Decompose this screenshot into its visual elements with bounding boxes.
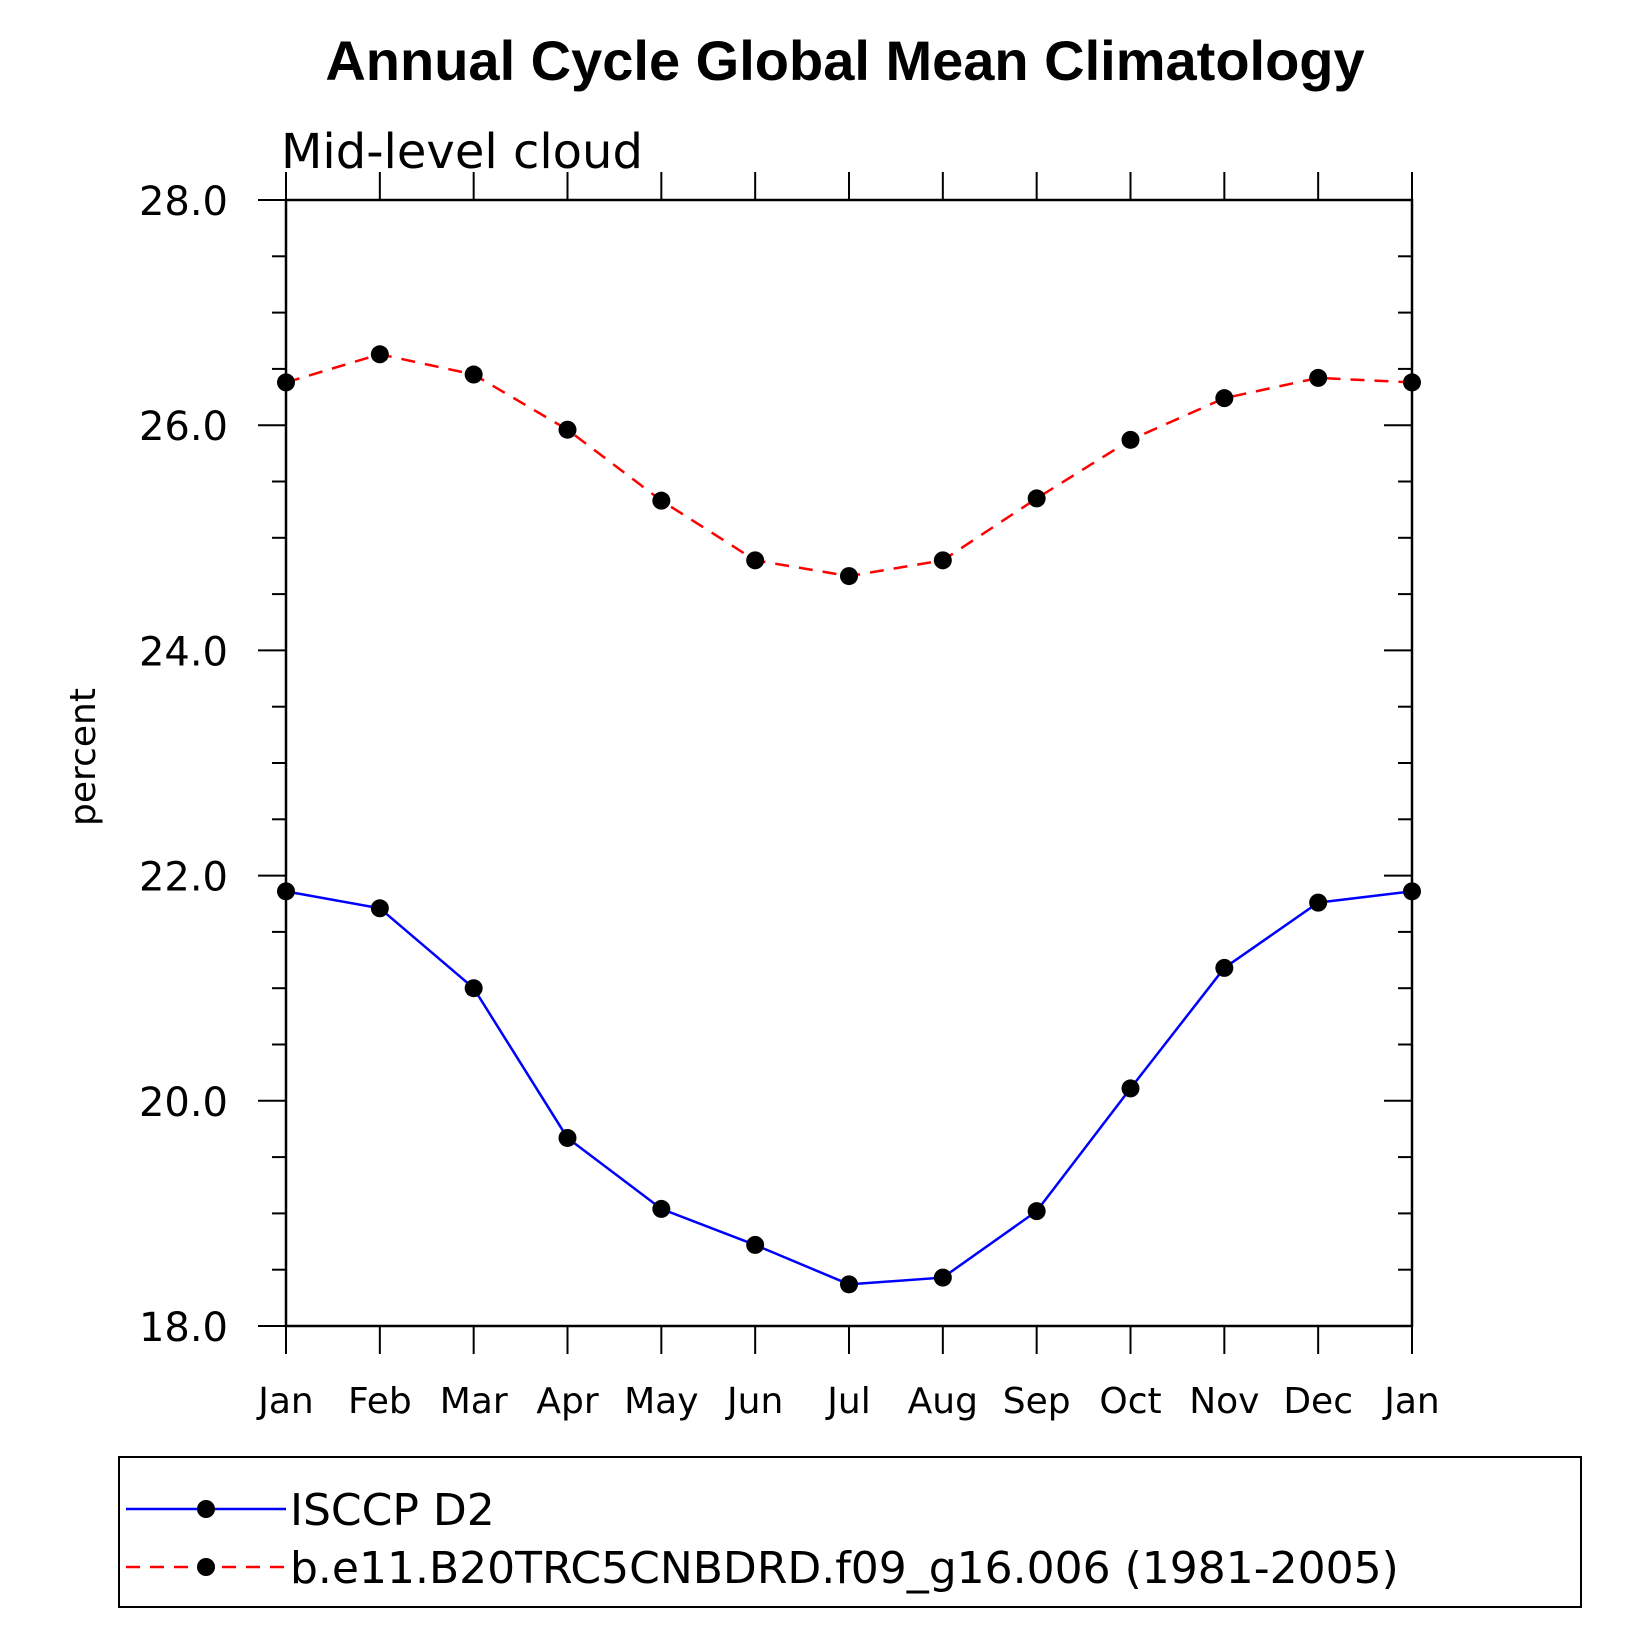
x-tick-label: Mar [440,1381,508,1422]
series-point-1 [464,365,483,384]
y-tick-label: 20.0 [139,1080,228,1126]
series-point-0 [1121,1079,1140,1098]
x-tick-label: Jul [825,1381,870,1422]
x-tick-label: Oct [1099,1381,1161,1422]
series-point-1 [933,551,952,570]
y-tick-label: 22.0 [139,855,228,901]
x-tick-label: Jan [256,1381,314,1422]
x-tick-label: Nov [1189,1381,1259,1422]
legend-box [118,1456,1582,1608]
series-point-1 [1027,489,1046,508]
legend-label-0: ISCCP D2 [290,1485,495,1536]
y-axis-ticks: 18.0 20.0 22.0 24.0 26.0 28.0 [139,179,1412,1351]
series-point-0 [840,1275,858,1294]
series-point-0 [1215,958,1234,977]
series-point-1 [746,551,765,570]
y-axis-label: percent [63,688,104,826]
series-layer [277,345,1421,1294]
legend-marker-1 [197,1558,215,1576]
chart-title: Annual Cycle Global Mean Climatology [325,29,1364,92]
x-tick-label: Jun [725,1381,783,1422]
series-point-0 [1403,882,1421,901]
series-point-1 [370,345,389,364]
x-tick-label: May [624,1381,698,1422]
series-point-0 [1027,1202,1046,1221]
x-tick-label: Aug [908,1381,978,1422]
series-point-1 [840,567,858,586]
y-tick-label: 24.0 [139,629,228,675]
x-tick-label: Apr [536,1381,598,1422]
series-point-1 [1215,389,1234,408]
series-line-1 [285,352,1413,578]
x-tick-label: Jan [1382,1381,1440,1422]
plot-frame [284,198,1414,1328]
series-point-0 [370,899,389,918]
series-point-0 [933,1268,952,1287]
x-tick-label: Sep [1003,1381,1071,1422]
legend: ISCCP D2 b.e11.B20TRC5CNBDRD.f09_g16.006 … [126,1485,1399,1594]
x-tick-label: Feb [348,1381,412,1422]
series-point-1 [1309,368,1328,387]
legend-marker-0 [197,1500,215,1518]
series-point-1 [558,420,577,439]
x-tick-label: Dec [1283,1381,1353,1422]
chart-subtitle: Mid-level cloud [281,124,643,180]
series-point-0 [746,1235,765,1254]
y-tick-label: 28.0 [139,179,228,225]
x-axis-ticks: Jan Feb Mar Apr May Jun Jul Aug Sep Oct Nov Dec Jan [256,172,1440,1422]
series-line-0 [285,890,1413,1286]
series-point-0 [558,1128,577,1147]
y-tick-label: 26.0 [139,404,228,450]
series-point-1 [1121,430,1140,449]
series-point-0 [277,882,295,901]
series-point-0 [652,1199,671,1218]
series-point-1 [652,491,671,510]
series-point-0 [1309,893,1328,912]
y-tick-label: 18.0 [139,1305,228,1351]
series-point-1 [1403,373,1421,392]
legend-label-1: b.e11.B20TRC5CNBDRD.f09_g16.006 (1981-20… [290,1543,1399,1594]
series-point-0 [464,979,483,998]
series-point-1 [277,373,295,392]
